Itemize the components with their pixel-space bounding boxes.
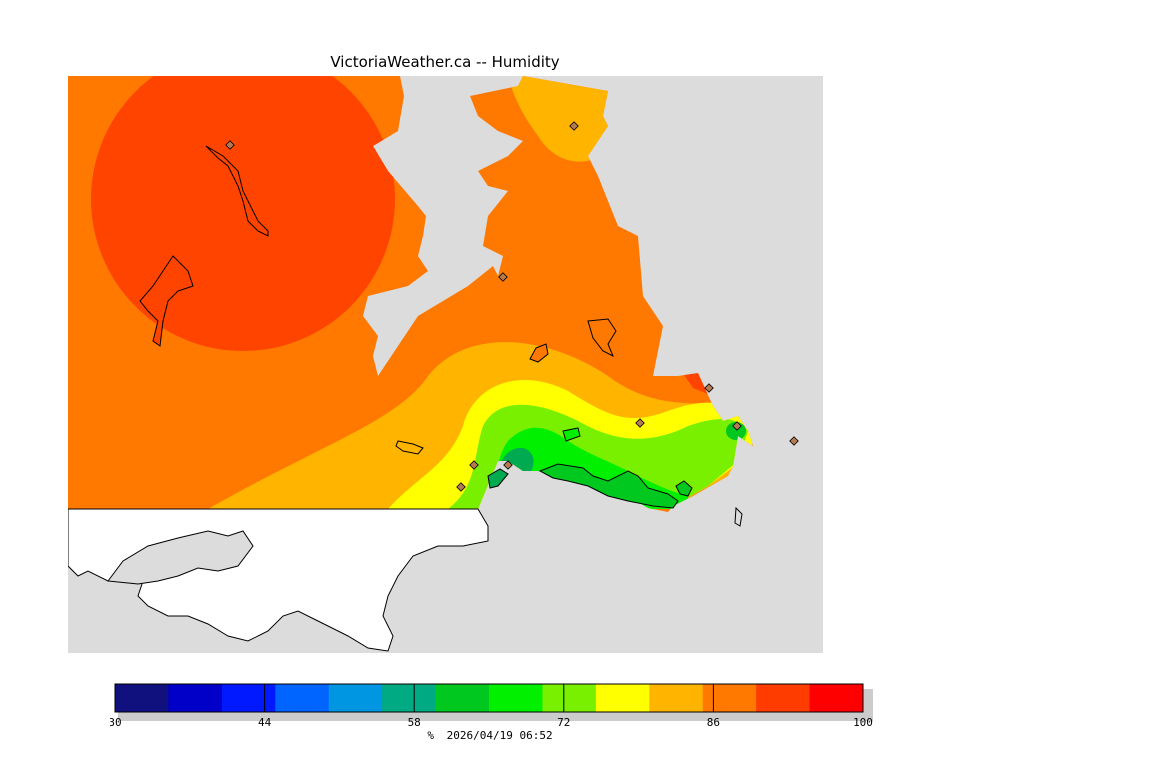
colorbar-band [489,684,543,712]
station-marker [456,482,466,492]
colorbar-band [702,684,757,712]
colorbar-band [809,684,864,712]
colorbar-band [756,684,811,712]
station-marker [503,460,513,470]
legend-caption: % 2026/04/19 06:52 [0,729,980,742]
station-markers [225,121,799,492]
station-marker [469,460,479,470]
station-marker [569,121,579,131]
station-marker [635,418,645,428]
colorbar-band [115,684,169,712]
colorbar-tick-label: 30 [110,716,122,729]
colorbar-tick-label: 44 [258,716,272,729]
colorbar-tick-label: 72 [557,716,570,729]
colorbar-tick-label: 58 [408,716,421,729]
humidity-map[interactable] [68,76,823,653]
colorbar-tick-label: 100 [853,716,873,729]
legend-timestamp: 2026/04/19 06:52 [446,729,553,742]
station-marker [498,272,508,282]
colorbar-band [221,684,276,712]
legend-unit: % [427,729,435,742]
map-title: VictoriaWeather.ca -- Humidity [330,53,560,71]
colorbar-band [168,684,223,712]
colorbar-band [595,684,650,712]
colorbar-bands [115,684,864,712]
coastlines [139,145,743,527]
station-marker [225,140,235,150]
colorbar-band [649,684,704,712]
colorbar-band [435,684,490,712]
station-marker [789,436,799,446]
colorbar-band [382,684,437,712]
colorbar-band [542,684,597,712]
station-marker [732,421,742,431]
contour-80-85-north [508,76,608,162]
colorbar-band [275,684,330,712]
station-marker [704,383,714,393]
colorbar-band [328,684,383,712]
unanalysed-coastline-inner [107,530,254,585]
colorbar-frame [114,683,864,713]
colorbar-ticks: 30 44 58 72 86 100 [110,684,873,729]
humidity-colorbar: 30 44 58 72 86 100 [110,683,873,729]
colorbar-tick-label: 86 [707,716,720,729]
